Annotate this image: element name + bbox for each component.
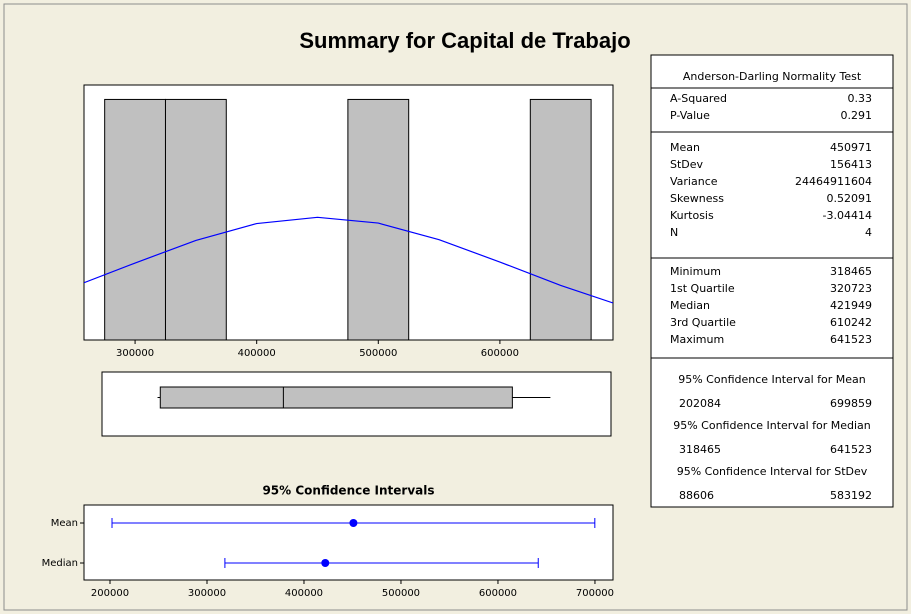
stat-label: Kurtosis: [670, 209, 714, 222]
stat-value: 320723: [830, 282, 872, 295]
stat-label: Minimum: [670, 265, 721, 278]
stat-value: 0.33: [848, 92, 873, 105]
stat-value: 0.291: [841, 109, 873, 122]
stat-value: 156413: [830, 158, 872, 171]
normal-curve: [84, 216, 613, 304]
x-tick-label: 500000: [359, 348, 397, 359]
stat-label: StDev: [670, 158, 704, 171]
interval-lower: 88606: [679, 489, 714, 502]
interval-center: [349, 519, 358, 527]
stat-label: Mean: [670, 141, 700, 154]
stat-label: 1st Quartile: [670, 282, 735, 295]
stat-label: P-Value: [670, 109, 710, 122]
interval-lower: 318465: [679, 443, 721, 456]
interval-center: [321, 559, 330, 567]
stat-value: 0.52091: [827, 192, 873, 205]
chart-title: Summary for Capital de Trabajo: [299, 28, 630, 53]
stat-label: A-Squared: [670, 92, 727, 105]
stat-value: -3.04414: [823, 209, 872, 222]
bar: [529, 98, 592, 341]
bar: [164, 98, 227, 341]
interval-title: 95% Confidence Interval for Mean: [678, 373, 866, 386]
stat-value: 421949: [830, 299, 872, 312]
stat-label: Skewness: [670, 192, 724, 205]
stat-label: Median: [670, 299, 710, 312]
stats-panel: [650, 54, 894, 508]
interval-upper: 583192: [830, 489, 872, 502]
stat-label: N: [670, 226, 678, 239]
stat-value: 24464911604: [795, 175, 872, 188]
x-tick-label: 400000: [285, 588, 323, 599]
bar: [347, 98, 410, 341]
x-tick-label: 400000: [238, 348, 276, 359]
y-tick-label: Mean: [51, 518, 78, 529]
test-title: Anderson-Darling Normality Test: [683, 70, 862, 83]
interval-lower: 202084: [679, 397, 721, 410]
frame: [3, 3, 908, 611]
x-tick-label: 300000: [188, 588, 226, 599]
stat-value: 610242: [830, 316, 872, 329]
stat-label: Variance: [670, 175, 718, 188]
interval-upper: 641523: [830, 443, 872, 456]
interval-upper: 699859: [830, 397, 872, 410]
x-tick-label: 600000: [479, 588, 517, 599]
stat-label: Maximum: [670, 333, 724, 346]
stat-value: 641523: [830, 333, 872, 346]
interval-title: 95% Confidence Interval for Median: [673, 419, 871, 432]
stat-label: 3rd Quartile: [670, 316, 736, 329]
box: [159, 386, 513, 409]
bar: [104, 98, 166, 341]
x-tick-label: 600000: [481, 348, 519, 359]
stat-value: 4: [865, 226, 872, 239]
x-tick-label: 500000: [382, 588, 420, 599]
interval-title: 95% Confidence Interval for StDev: [677, 465, 868, 478]
stat-value: 318465: [830, 265, 872, 278]
y-tick-label: Median: [42, 558, 78, 569]
interval-panel: [83, 504, 614, 581]
interval-chart-title: 95% Confidence Intervals: [262, 484, 434, 498]
x-tick-label: 300000: [116, 348, 154, 359]
x-tick-label: 700000: [576, 588, 614, 599]
x-tick-label: 200000: [91, 588, 129, 599]
stat-value: 450971: [830, 141, 872, 154]
